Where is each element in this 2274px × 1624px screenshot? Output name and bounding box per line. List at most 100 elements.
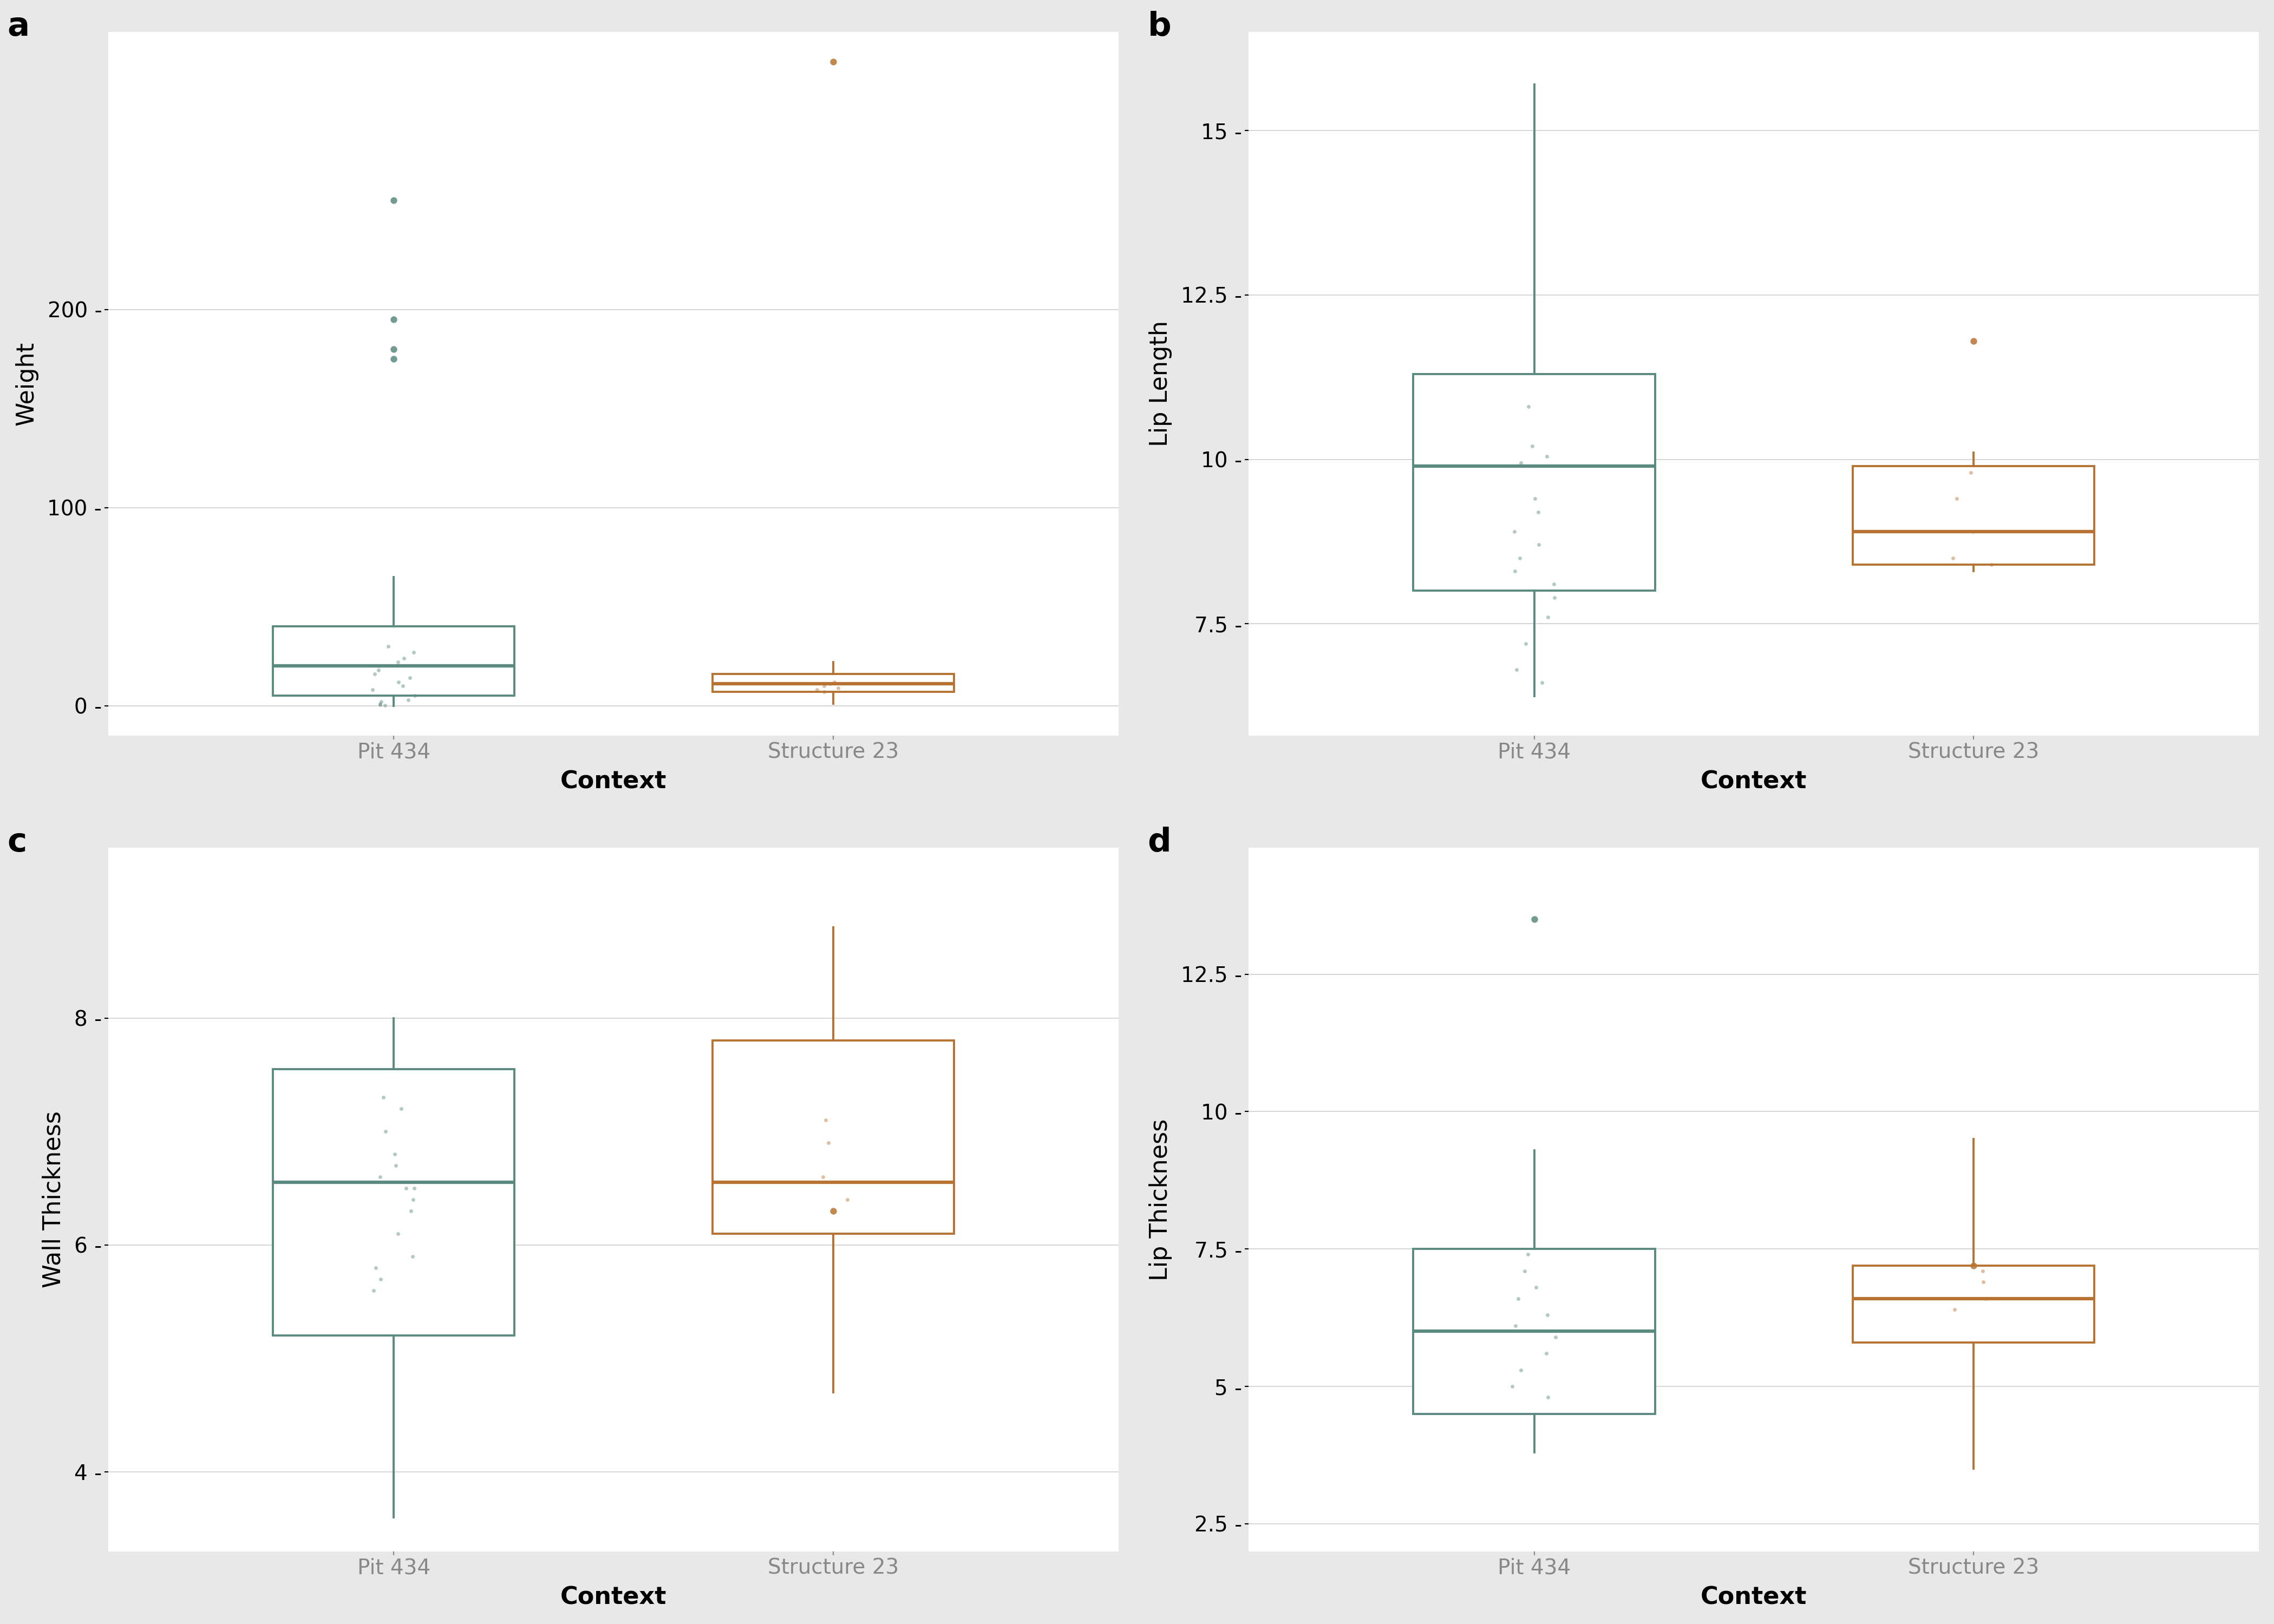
X-axis label: Context: Context [1701, 1585, 1808, 1609]
Point [805, 679, 841, 705]
Point [1517, 906, 1553, 932]
Point [368, 1119, 405, 1145]
Point [814, 1199, 850, 1224]
Point [805, 1164, 841, 1190]
Point [1508, 630, 1544, 656]
Point [1499, 656, 1535, 682]
Point [357, 1255, 393, 1281]
Point [1965, 1259, 2001, 1285]
Text: c: c [7, 827, 27, 859]
Bar [1414, 1249, 1655, 1415]
Point [355, 1278, 391, 1304]
Point [362, 690, 398, 716]
Point [387, 645, 423, 671]
Point [1517, 486, 1553, 512]
Point [1524, 669, 1560, 695]
Point [1937, 1296, 1974, 1322]
Point [816, 669, 853, 695]
Point [396, 682, 432, 708]
Point [380, 650, 416, 676]
Point [1528, 1302, 1565, 1328]
Point [375, 346, 412, 372]
Point [393, 1244, 430, 1270]
Point [391, 664, 428, 690]
Point [357, 661, 393, 687]
Y-axis label: Lip Thickness: Lip Thickness [1148, 1119, 1171, 1281]
Point [1956, 518, 1992, 544]
X-axis label: Context: Context [559, 770, 666, 793]
Text: b: b [1148, 11, 1171, 42]
Point [1514, 434, 1551, 460]
Point [1530, 1384, 1567, 1410]
Point [355, 677, 391, 703]
Point [1935, 546, 1972, 572]
Point [1528, 1340, 1565, 1366]
Point [377, 1142, 414, 1168]
Point [1537, 585, 1574, 611]
Point [805, 672, 841, 698]
Point [1494, 1374, 1530, 1400]
Y-axis label: Weight: Weight [16, 341, 39, 425]
Point [362, 1164, 398, 1190]
Point [810, 1130, 846, 1156]
Point [1501, 1286, 1537, 1312]
Point [1956, 328, 1992, 354]
Point [807, 1108, 844, 1134]
Bar [273, 627, 514, 695]
Point [1510, 1241, 1546, 1267]
Bar [273, 1069, 514, 1335]
Point [387, 1176, 423, 1202]
Point [362, 1267, 398, 1293]
Point [1965, 1268, 2001, 1294]
Point [364, 689, 400, 715]
Point [375, 336, 412, 362]
Y-axis label: Wall Thickness: Wall Thickness [41, 1111, 66, 1288]
Point [1940, 486, 1976, 512]
Bar [1414, 374, 1655, 591]
Point [384, 672, 421, 698]
Point [812, 671, 848, 697]
Point [1517, 1275, 1553, 1301]
Point [821, 676, 857, 702]
Point [1956, 1252, 1992, 1278]
Point [1535, 572, 1571, 598]
Bar [712, 1041, 953, 1234]
Point [375, 307, 412, 333]
Bar [1853, 466, 2094, 565]
Point [382, 1096, 418, 1122]
Point [1974, 552, 2010, 578]
Point [1528, 443, 1565, 469]
Text: a: a [7, 11, 30, 42]
Point [380, 1221, 416, 1247]
Point [1503, 450, 1539, 476]
Point [396, 1176, 432, 1202]
Text: d: d [1148, 827, 1171, 859]
Point [1496, 518, 1533, 544]
Point [377, 1153, 414, 1179]
Point [362, 692, 398, 718]
Point [396, 640, 432, 666]
Point [380, 669, 416, 695]
Bar [1853, 1265, 2094, 1343]
X-axis label: Context: Context [1701, 770, 1808, 793]
Point [375, 187, 412, 213]
Point [798, 677, 835, 703]
Point [1503, 1358, 1539, 1384]
Point [830, 1187, 866, 1213]
Point [1496, 559, 1533, 585]
Point [1501, 546, 1537, 572]
Point [1530, 604, 1567, 630]
Point [362, 658, 398, 684]
Point [1519, 499, 1555, 525]
Point [366, 1085, 402, 1111]
Point [362, 653, 398, 679]
Point [371, 633, 407, 659]
Y-axis label: Lip Length: Lip Length [1148, 320, 1171, 447]
Bar [712, 674, 953, 692]
Point [1510, 393, 1546, 419]
X-axis label: Context: Context [559, 1585, 666, 1609]
Point [1967, 1286, 2003, 1312]
Point [393, 1199, 430, 1224]
Point [1505, 1259, 1542, 1285]
Point [396, 1187, 432, 1213]
